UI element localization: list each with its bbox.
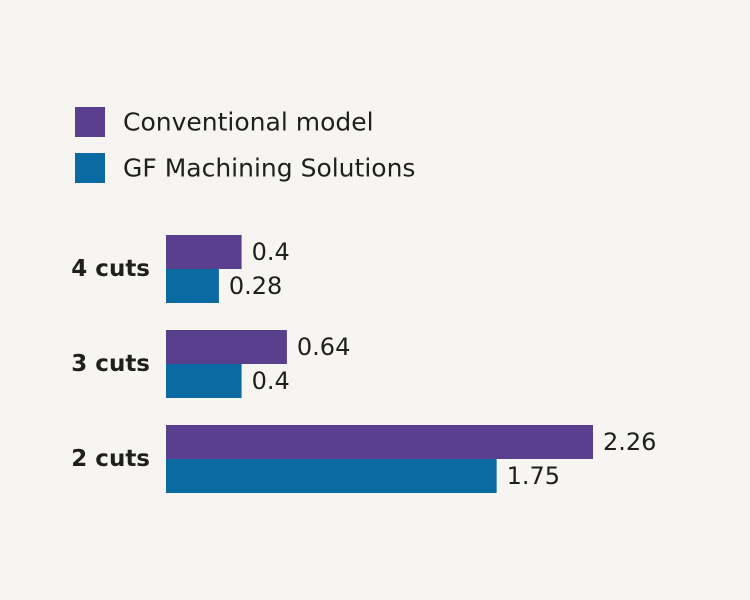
bar-conventional-model-3-cuts — [166, 330, 287, 364]
bar-gf-machining-solutions-4-cuts — [166, 269, 219, 303]
category-group-4-cuts: 4 cuts 0.4 0.28 — [71, 235, 290, 303]
legend: Conventional model GF Machining Solutions — [75, 107, 415, 183]
category-group-2-cuts: 2 cuts 2.26 1.75 — [71, 425, 656, 493]
value-label-gf-machining-solutions-3-cuts: 0.4 — [252, 367, 290, 395]
bar-gf-machining-solutions-2-cuts — [166, 459, 497, 493]
legend-swatch-conventional-model — [75, 107, 105, 137]
category-label-4-cuts: 4 cuts — [71, 256, 150, 282]
bar-conventional-model-2-cuts — [166, 425, 593, 459]
bar-gf-machining-solutions-3-cuts — [166, 364, 242, 398]
category-label-3-cuts: 3 cuts — [71, 351, 150, 377]
legend-item-gf-machining-solutions: GF Machining Solutions — [75, 153, 415, 183]
legend-item-conventional-model: Conventional model — [75, 107, 374, 137]
category-label-2-cuts: 2 cuts — [71, 446, 150, 472]
category-group-3-cuts: 3 cuts 0.640.4 — [71, 330, 350, 398]
value-label-conventional-model-2-cuts: 2.26 — [603, 428, 656, 456]
value-label-gf-machining-solutions-4-cuts: 0.28 — [229, 272, 282, 300]
value-label-conventional-model-3-cuts: 0.64 — [297, 333, 350, 361]
value-label-gf-machining-solutions-2-cuts: 1.75 — [507, 462, 560, 490]
legend-label-gf-machining-solutions: GF Machining Solutions — [123, 154, 415, 183]
bar-conventional-model-4-cuts — [166, 235, 242, 269]
legend-swatch-gf-machining-solutions — [75, 153, 105, 183]
legend-label-conventional-model: Conventional model — [123, 108, 374, 137]
value-label-conventional-model-4-cuts: 0.4 — [252, 238, 290, 266]
